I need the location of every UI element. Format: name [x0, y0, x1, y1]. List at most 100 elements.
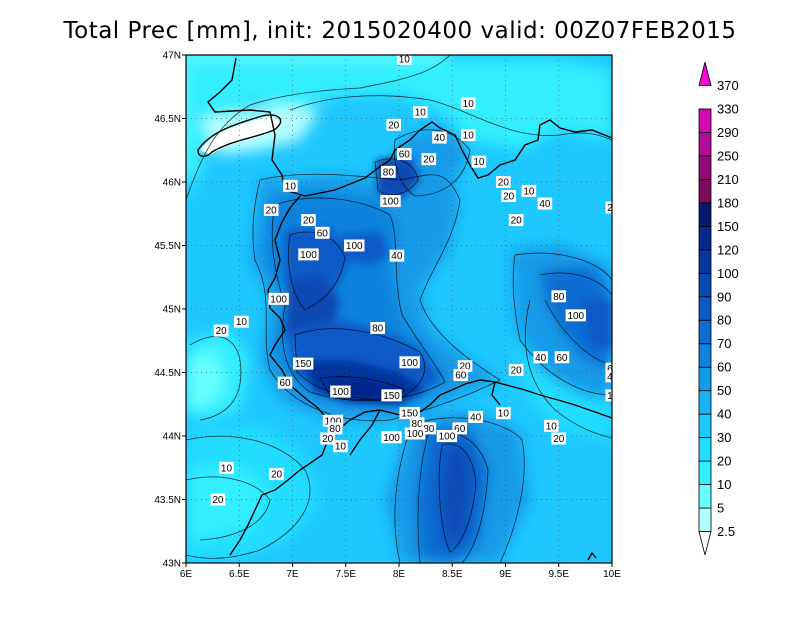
contour-label: 10 [471, 155, 487, 168]
y-tick-label: 47N [163, 51, 181, 62]
contour-label: 10 [460, 97, 476, 110]
french-italian-border [267, 195, 339, 431]
contour-label-bg [268, 292, 289, 305]
contour-label-bg [234, 315, 249, 328]
contour-label: 10 [283, 179, 298, 192]
contour-label-text: 10 [523, 186, 535, 197]
contour-label-text: 10 [473, 157, 485, 168]
contour-label-text: 20 [303, 216, 315, 227]
contour-label-text: 60 [279, 378, 291, 389]
contour-label-bg [551, 432, 567, 445]
colorbar-swatch [698, 366, 712, 392]
colorbar-label: 210 [717, 172, 739, 187]
colorbar-swatch [698, 507, 712, 532]
x-tick-label: 6E [180, 569, 193, 580]
colorbar-swatch [698, 249, 712, 274]
y-tick-label: 45.5N [154, 241, 181, 252]
contour-label-bg [219, 461, 234, 474]
contour-label-bg [508, 363, 524, 376]
contour-label-text: 100 [407, 429, 424, 440]
contour-label-text: 10 [546, 421, 558, 432]
contour-label-text: 20 [503, 191, 515, 202]
map-title: Total Prec [mm], init: 2015020400 valid:… [63, 18, 737, 44]
contour-label-text: 2 [607, 203, 613, 214]
contour-label: 10 [219, 461, 234, 474]
contour-label-text: 150 [295, 359, 312, 370]
contour-label-bg [605, 389, 615, 402]
contour-label-text: 10 [415, 108, 427, 119]
contour-label-text: 20 [511, 365, 523, 376]
contour-label-text: 40 [535, 353, 547, 364]
contour-label-text: 80 [553, 292, 565, 303]
contour-label-text: 20 [553, 434, 565, 445]
contour-label: 10 [333, 440, 348, 453]
contour-label: 100 [298, 248, 319, 261]
contour-label-bg [386, 118, 401, 131]
contour-label-text: 60 [399, 150, 411, 161]
contour-label-text: 10 [285, 181, 297, 192]
contour-label: 2 [605, 201, 615, 214]
contour-label: 20 [496, 176, 511, 189]
swiss-italian-border [207, 57, 612, 197]
contour-label-bg [554, 351, 570, 364]
borders [197, 57, 612, 561]
map-axes: 6E 6.5E 7E 7.5E 8E 8.5E 9E 9.5E 10E 47N 46.5N 46N 45… [154, 51, 621, 581]
contour-label: 80 [381, 165, 396, 178]
contour-label: 100 [399, 356, 420, 369]
contour-label: 40 [533, 351, 548, 364]
colorbar-swatch [698, 225, 712, 251]
contour-label-text: 60 [454, 424, 466, 435]
contour-label-text: 100 [383, 433, 400, 444]
x-tick-label: 7E [286, 569, 299, 580]
colorbar-label: 90 [717, 289, 731, 304]
contour-label: 20 [386, 118, 401, 131]
contour-label: 100 [268, 292, 289, 305]
contour-label: 80 [370, 322, 385, 335]
colorbar-label: 30 [717, 430, 731, 445]
contour-label-text: 20 [511, 216, 523, 227]
contour-label-text: 100 [382, 197, 399, 208]
contour-label: 100 [344, 239, 365, 252]
contour-label-bg [460, 97, 476, 110]
y-tick-label: 44.5N [154, 368, 181, 379]
contour-label-text: 20 [459, 362, 471, 373]
contour-label-bg [508, 214, 524, 227]
contour-label-bg [277, 376, 293, 389]
contour-label-bg [432, 131, 447, 144]
contour-label-bg [320, 432, 335, 445]
contour-label: 20 [263, 203, 279, 216]
contour-label-bg [421, 153, 437, 166]
colorbar-label: 290 [717, 125, 739, 140]
contour-label: 60 [554, 351, 570, 364]
contour-label-bg [315, 226, 330, 239]
colorbar-swatch [698, 296, 712, 321]
contour-label-bg [453, 369, 469, 382]
contour-label-text: 40 [391, 251, 403, 262]
colorbar-top-arrow [698, 61, 712, 86]
contour-label-text: 80 [330, 424, 342, 435]
y-tick-label: 46.5N [154, 114, 181, 125]
contour-label: 80 [551, 290, 567, 303]
contour-label: 150 [399, 407, 420, 420]
contour-label-text: 80 [423, 424, 435, 435]
grid-lines [186, 55, 612, 563]
contour-label-bg [269, 468, 284, 481]
contour-label: 20 [301, 214, 316, 227]
contour-label-text: 100 [346, 241, 363, 252]
contour-label-text: 10 [463, 131, 475, 142]
colorbar-label: 120 [717, 242, 739, 257]
contour-label: 20 [551, 432, 567, 445]
x-tick-label: 8E [393, 569, 406, 580]
contour-label-bg [399, 407, 420, 420]
contour-label: 40 [468, 410, 483, 423]
contour-label: 100 [565, 309, 586, 322]
contour-label-text: 150 [383, 391, 400, 402]
colorbar-label: 80 [717, 313, 731, 328]
x-tick-label: 6.5E [229, 569, 250, 580]
contour-label-text: 60 [455, 371, 467, 382]
contour-label: 80 [327, 422, 343, 435]
contour-label-text: 100 [401, 358, 418, 369]
contour-label-bg [460, 129, 476, 142]
contour-label-text: 10 [335, 442, 347, 453]
